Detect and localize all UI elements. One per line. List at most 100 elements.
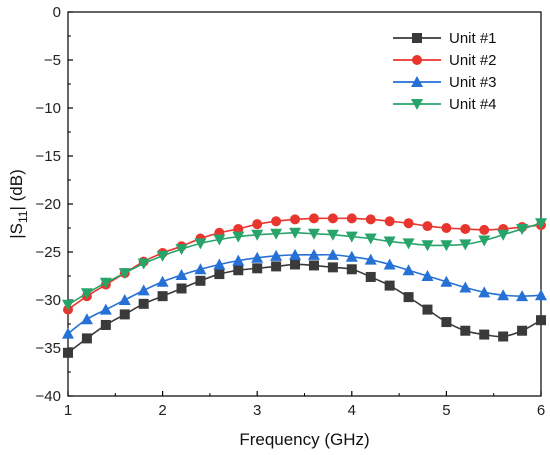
data-point	[289, 227, 302, 239]
series-1	[63, 259, 546, 358]
data-point	[478, 235, 491, 247]
data-point	[289, 248, 302, 260]
x-tick-label: 4	[348, 402, 356, 419]
data-point	[252, 219, 263, 230]
data-point	[364, 233, 377, 245]
data-point	[271, 261, 282, 272]
data-point	[156, 250, 169, 262]
legend-label: Unit #2	[449, 52, 497, 69]
data-point	[63, 347, 73, 358]
data-point	[270, 249, 283, 261]
legend-entry: Unit #2	[393, 52, 497, 69]
data-point	[307, 248, 320, 260]
data-point	[403, 218, 414, 229]
data-point	[326, 229, 339, 241]
y-tick-label: −30	[36, 292, 61, 309]
data-point	[194, 238, 207, 250]
data-point	[195, 275, 206, 286]
data-point	[536, 315, 546, 326]
data-point	[118, 268, 131, 280]
data-point	[308, 260, 319, 271]
data-point	[99, 303, 112, 315]
y-tick-label: −40	[36, 388, 61, 405]
data-point	[497, 229, 510, 241]
data-point	[535, 289, 547, 301]
data-point	[156, 275, 169, 287]
data-point	[459, 239, 472, 251]
data-point	[441, 223, 452, 233]
data-point	[383, 236, 396, 248]
data-point	[516, 223, 529, 235]
data-point	[421, 240, 434, 252]
data-point	[535, 218, 547, 230]
data-point	[345, 250, 358, 262]
data-point	[516, 290, 529, 302]
data-point	[251, 229, 264, 241]
plot-frame	[67, 11, 542, 397]
data-point	[365, 271, 376, 282]
data-point	[440, 240, 453, 252]
data-point	[290, 259, 301, 270]
x-axis-title: Frequency (GHz)	[239, 430, 369, 449]
legend-entry: Unit #4	[393, 96, 497, 113]
data-point	[440, 275, 453, 287]
series-layer	[62, 213, 547, 358]
data-point	[176, 283, 187, 294]
x-tick-label: 1	[64, 402, 72, 419]
legend-entry: Unit #3	[393, 74, 497, 91]
data-point	[100, 319, 111, 330]
data-point	[137, 258, 150, 270]
data-point	[175, 244, 188, 256]
data-point	[403, 292, 414, 303]
y-tick-label: −10	[36, 100, 61, 117]
data-point	[213, 258, 226, 270]
x-tick-label: 5	[442, 402, 450, 419]
series-4	[62, 218, 547, 311]
legend-label: Unit #4	[449, 96, 497, 113]
legend-marker	[412, 55, 422, 65]
data-point	[138, 298, 149, 309]
data-point	[422, 304, 433, 315]
data-point	[441, 317, 452, 328]
data-point	[214, 269, 225, 280]
y-tick-label: −20	[36, 196, 61, 213]
y-axis-title-tail: | (dB)	[7, 169, 26, 210]
series-3	[62, 248, 547, 339]
x-tick-label: 2	[158, 402, 166, 419]
data-point	[327, 262, 338, 273]
data-point	[81, 333, 92, 344]
legend-label: Unit #3	[449, 74, 497, 91]
legend-marker	[412, 33, 422, 43]
data-point	[62, 327, 74, 339]
data-point	[252, 263, 263, 274]
data-point	[194, 263, 207, 275]
data-point	[99, 277, 112, 289]
y-tick-label: −5	[44, 52, 61, 69]
y-tick-label: −25	[36, 244, 61, 261]
data-point	[345, 231, 358, 243]
data-point	[326, 248, 339, 260]
data-point	[402, 238, 415, 250]
data-point	[308, 213, 319, 224]
data-point	[422, 221, 433, 232]
data-point	[421, 270, 434, 281]
y-tick-label: −35	[36, 340, 61, 357]
data-point	[80, 288, 93, 300]
data-point	[118, 294, 131, 305]
data-point	[460, 223, 471, 234]
legend-entry: Unit #1	[393, 30, 497, 47]
data-point	[232, 231, 245, 243]
data-point	[251, 251, 264, 263]
legend-marker	[411, 99, 423, 110]
data-point	[460, 325, 471, 336]
data-point	[157, 291, 168, 302]
data-point	[479, 329, 490, 340]
data-point	[365, 214, 376, 225]
data-point	[364, 253, 377, 265]
data-point	[307, 228, 320, 240]
data-point	[119, 309, 130, 320]
data-point	[271, 216, 282, 227]
y-tick-label: 0	[53, 4, 61, 21]
data-point	[346, 264, 357, 275]
